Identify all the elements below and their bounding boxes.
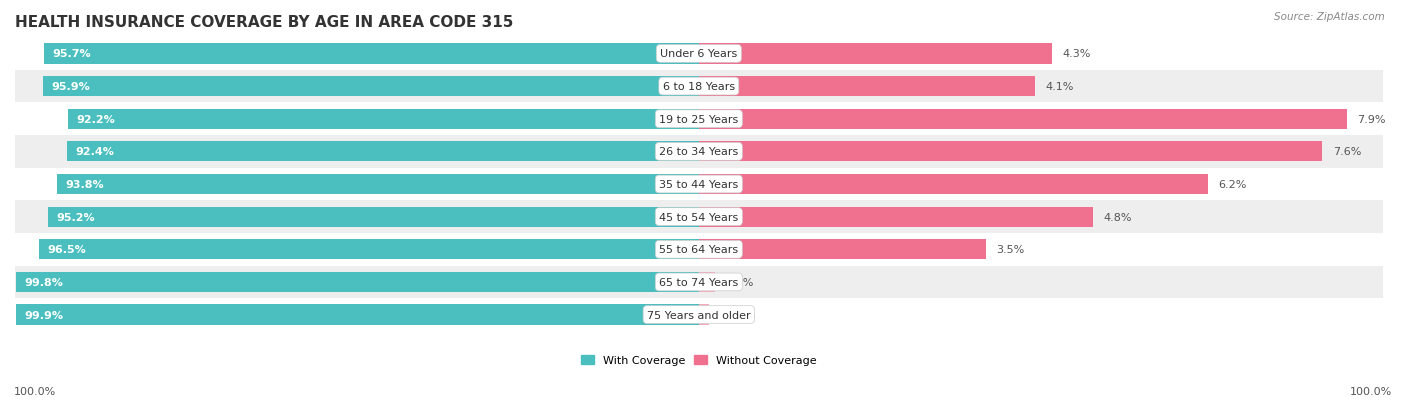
Bar — [15, 71, 1382, 103]
Text: 100.0%: 100.0% — [1350, 387, 1392, 396]
Text: 3.5%: 3.5% — [997, 244, 1025, 255]
Text: 19 to 25 Years: 19 to 25 Years — [659, 114, 738, 124]
Bar — [69, 109, 699, 130]
Bar — [48, 207, 699, 227]
Bar — [699, 240, 986, 260]
Bar — [699, 305, 710, 325]
Bar — [39, 240, 699, 260]
Text: 55 to 64 Years: 55 to 64 Years — [659, 244, 738, 255]
Text: 0.2%: 0.2% — [725, 277, 754, 287]
Bar — [45, 44, 699, 64]
Text: 4.3%: 4.3% — [1062, 49, 1090, 59]
Text: 45 to 54 Years: 45 to 54 Years — [659, 212, 738, 222]
Text: Under 6 Years: Under 6 Years — [661, 49, 738, 59]
Text: 92.4%: 92.4% — [75, 147, 114, 157]
Bar — [15, 201, 1382, 233]
Text: 96.5%: 96.5% — [48, 244, 86, 255]
Text: 35 to 44 Years: 35 to 44 Years — [659, 180, 738, 190]
Text: 75 Years and older: 75 Years and older — [647, 310, 751, 320]
Bar — [699, 44, 1052, 64]
Bar — [699, 142, 1323, 162]
Text: 6.2%: 6.2% — [1218, 180, 1246, 190]
Bar — [15, 233, 1382, 266]
Bar — [15, 103, 1382, 136]
Text: 4.8%: 4.8% — [1102, 212, 1132, 222]
Bar — [699, 272, 716, 292]
Text: 7.6%: 7.6% — [1333, 147, 1361, 157]
Legend: With Coverage, Without Coverage: With Coverage, Without Coverage — [576, 350, 821, 370]
Text: Source: ZipAtlas.com: Source: ZipAtlas.com — [1274, 12, 1385, 22]
Text: 7.9%: 7.9% — [1357, 114, 1386, 124]
Text: 26 to 34 Years: 26 to 34 Years — [659, 147, 738, 157]
Bar — [15, 305, 699, 325]
Bar — [15, 38, 1382, 71]
Bar — [67, 142, 699, 162]
Bar — [699, 174, 1208, 195]
Bar — [15, 266, 1382, 299]
Bar — [44, 77, 699, 97]
Text: 95.7%: 95.7% — [52, 49, 91, 59]
Text: 65 to 74 Years: 65 to 74 Years — [659, 277, 738, 287]
Text: 6 to 18 Years: 6 to 18 Years — [662, 82, 735, 92]
Text: 95.2%: 95.2% — [56, 212, 94, 222]
Text: HEALTH INSURANCE COVERAGE BY AGE IN AREA CODE 315: HEALTH INSURANCE COVERAGE BY AGE IN AREA… — [15, 15, 513, 30]
Bar — [699, 77, 1035, 97]
Text: 4.1%: 4.1% — [1046, 82, 1074, 92]
Bar — [15, 136, 1382, 168]
Text: 99.8%: 99.8% — [24, 277, 63, 287]
Text: 92.2%: 92.2% — [76, 114, 115, 124]
Text: 95.9%: 95.9% — [51, 82, 90, 92]
Bar — [699, 207, 1092, 227]
Text: 93.8%: 93.8% — [66, 180, 104, 190]
Text: 100.0%: 100.0% — [14, 387, 56, 396]
Bar — [58, 174, 699, 195]
Bar — [15, 299, 1382, 331]
Bar — [17, 272, 699, 292]
Bar — [699, 109, 1347, 130]
Text: 99.9%: 99.9% — [24, 310, 63, 320]
Text: 0.13%: 0.13% — [720, 310, 755, 320]
Bar — [15, 168, 1382, 201]
